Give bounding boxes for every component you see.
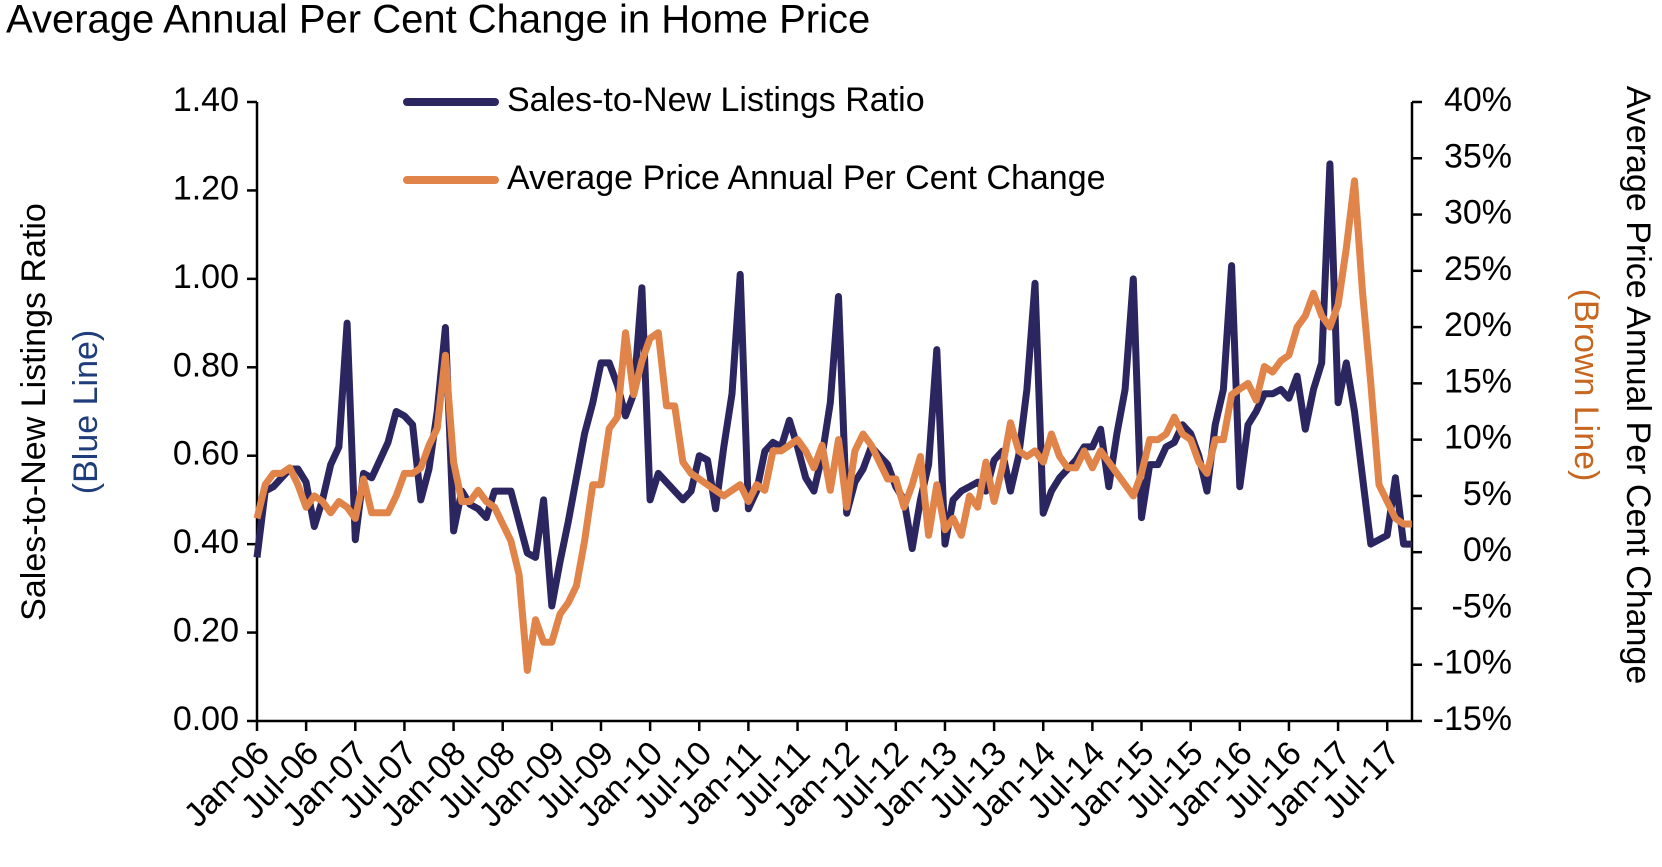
y2-tick-label: 5%	[1463, 475, 1512, 513]
y2-tick-label: 20%	[1444, 306, 1512, 344]
y-tick-label: 0.80	[173, 346, 239, 384]
y2-tick-label: 15%	[1444, 362, 1512, 400]
legend-label: Average Price Annual Per Cent Change	[507, 159, 1106, 197]
y-axis-label-note: (Blue Line)	[67, 330, 105, 494]
y2-tick-label: -15%	[1433, 700, 1512, 738]
y-tick-label: 0.60	[173, 435, 239, 473]
chart-title: Average Annual Per Cent Change in Home P…	[6, 0, 870, 42]
y-tick-label: 0.00	[173, 700, 239, 738]
y-tick-label: 1.20	[173, 169, 239, 207]
y2-tick-label: 40%	[1444, 81, 1512, 119]
y-tick-label: 1.40	[173, 81, 239, 119]
y2-axis-label: Average Price Annual Per Cent Change	[1619, 86, 1657, 685]
y-axis-label: Sales-to-New Listings Ratio	[15, 203, 53, 621]
y-tick-label: 0.20	[173, 612, 239, 650]
y2-tick-label: 25%	[1444, 250, 1512, 288]
y2-tick-label: 0%	[1463, 531, 1512, 569]
y-tick-label: 0.40	[173, 523, 239, 561]
y2-tick-label: 35%	[1444, 137, 1512, 175]
y2-tick-label: -5%	[1452, 587, 1512, 625]
y2-axis-label-note: (Brown Line)	[1567, 289, 1605, 482]
y2-tick-label: 10%	[1444, 419, 1512, 457]
y2-tick-label: -10%	[1433, 644, 1512, 682]
y2-tick-label: 30%	[1444, 194, 1512, 232]
legend-label: Sales-to-New Listings Ratio	[507, 81, 925, 119]
series-line	[253, 177, 1412, 674]
y-tick-label: 1.00	[173, 258, 239, 296]
series-line	[253, 160, 1412, 610]
